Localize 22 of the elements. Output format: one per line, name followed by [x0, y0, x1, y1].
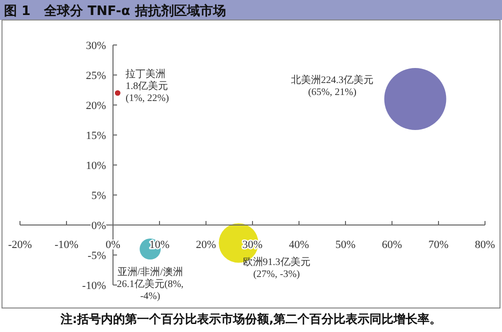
x-tick-label: -10%	[54, 239, 78, 251]
data-label: 拉丁美洲 1.8亿美元 (1%, 22%)	[126, 68, 169, 104]
text: 注:括号内的第一个百分比表示市场份额,第二个百分比表示同比增长率。	[59, 312, 442, 326]
data-label: 亚洲/非洲/澳洲 26.1亿美元(8%, -4%)	[116, 266, 184, 302]
x-tick-label: 50%	[335, 239, 356, 251]
x-tick-label: 60%	[382, 239, 402, 251]
y-tick-label: -5%	[88, 250, 106, 262]
data-label: 欧洲91.3亿美元 (27%, -3%)	[242, 256, 310, 280]
y-tick-label: 5%	[91, 190, 106, 202]
x-tick-label: 80%	[474, 239, 496, 251]
y-tick-label: 25%	[86, 70, 106, 82]
y-tick-label: 15%	[86, 130, 106, 142]
y-tick-label: 20%	[86, 100, 106, 112]
x-tick-label: -20%	[8, 239, 32, 251]
x-tick-label: 70%	[428, 239, 449, 251]
x-tick-label: 20%	[196, 239, 216, 251]
y-tick-label: -10%	[82, 280, 106, 292]
y-tick-label: 10%	[86, 160, 106, 172]
chart-title: 图 1 全球分 TNF-α 拮抗剂区域市场	[4, 3, 226, 19]
data-label: 北美洲224.3亿美元 (65%, 21%)	[291, 74, 374, 98]
y-tick-label: 30%	[86, 40, 106, 52]
x-tick-label: 40%	[288, 239, 310, 251]
